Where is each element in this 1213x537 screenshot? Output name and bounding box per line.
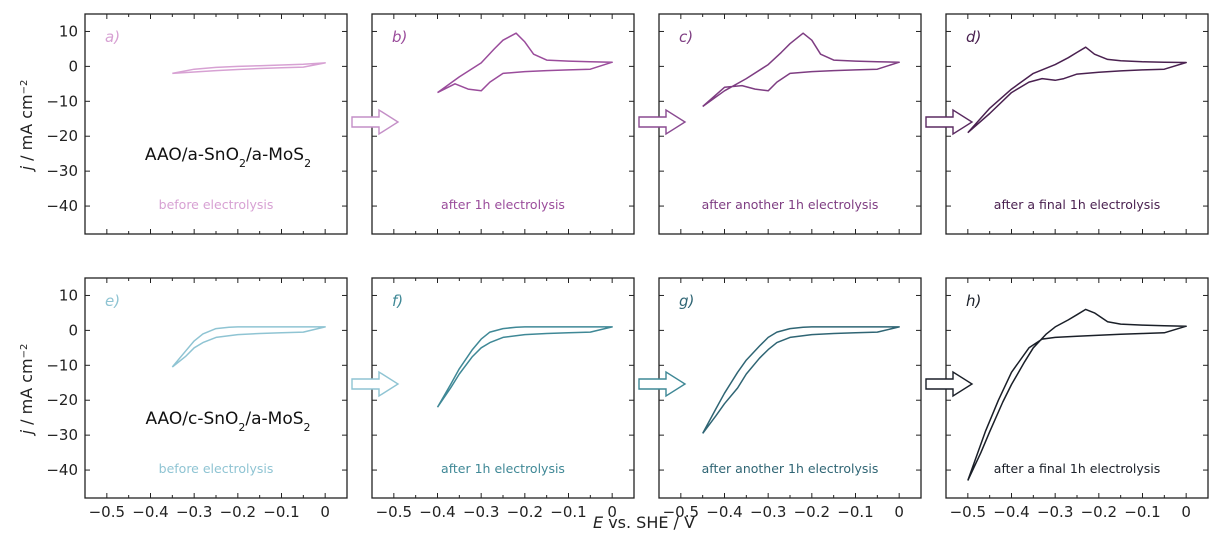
x-axis-label-unit: vs. SHE / V	[603, 513, 695, 532]
transfer-arrow	[925, 108, 974, 136]
x-axis-label-symbol: E	[593, 513, 604, 532]
panel-caption: before electrolysis	[159, 197, 274, 212]
panel-g: −0.5 −0.4 −0.3 −0.2 −0.1 0 g) after another 1h …	[658, 277, 922, 521]
cv-curve	[172, 62, 326, 75]
transfer-arrow	[925, 370, 974, 398]
cv-curve	[702, 326, 900, 434]
y-tick-label: 0	[68, 321, 78, 339]
panel-caption: after a final 1h electrolysis	[994, 461, 1160, 476]
cv-curve	[967, 308, 1187, 481]
transfer-arrow	[638, 370, 687, 398]
x-axis-label: E vs. SHE / V	[593, 513, 695, 532]
sample-label-subscript: 2	[304, 421, 311, 434]
panel-b: b) after 1h electrolysis	[371, 13, 635, 235]
y-tick-label: 0	[68, 57, 78, 75]
sample-label-top: AAO/a-SnO2/a-MoS2	[145, 145, 311, 170]
panel-letter: d)	[966, 28, 981, 46]
transfer-arrow	[638, 108, 687, 136]
panel-caption: after a final 1h electrolysis	[994, 197, 1160, 212]
sample-label-subscript: 2	[304, 157, 311, 170]
sample-label-part: /a-MoS	[246, 145, 304, 165]
y-axis-label-unit: / mA cm	[17, 358, 36, 430]
x-tick-label: −0.2	[220, 503, 256, 521]
y-tick-label: 10	[59, 22, 78, 40]
transfer-arrow	[351, 370, 400, 398]
cv-curve	[171, 326, 326, 368]
x-tick-label: −0.4	[993, 503, 1029, 521]
panel-letter: f)	[392, 292, 403, 310]
y-axis-label-unit: / mA cm	[17, 94, 36, 166]
panel-caption: after 1h electrolysis	[441, 461, 565, 476]
panel-h: −0.5 −0.4 −0.3 −0.2 −0.1 0 h) after a final 1h …	[945, 277, 1209, 521]
sample-label-part: AAO/a-SnO	[145, 145, 239, 165]
panel-a: 10 0 −10 −20 −30 −40 a) before electrolysis	[46, 13, 348, 235]
y-axis-label-symbol: j	[17, 165, 36, 172]
y-axis-label-symbol: j	[17, 429, 36, 436]
x-tick-label: −0.2	[1081, 503, 1117, 521]
panel-caption: after another 1h electrolysis	[702, 461, 879, 476]
y-tick-label: −10	[46, 356, 78, 374]
x-tick-label: −0.3	[463, 503, 499, 521]
sample-label-part: AAO/c-SnO	[145, 409, 238, 429]
x-tick-label: −0.4	[706, 503, 742, 521]
x-tick-label: 0	[1181, 503, 1191, 521]
cv-curve	[967, 46, 1187, 134]
x-tick-label: −0.3	[176, 503, 212, 521]
panel-letter: b)	[392, 28, 407, 46]
y-axis-label-exponent: −2	[19, 344, 30, 359]
x-tick-label: −0.3	[1037, 503, 1073, 521]
y-tick-label: −20	[46, 391, 78, 409]
y-axis-label-top: j / mA cm−2	[17, 80, 36, 173]
x-tick-label: −0.5	[376, 503, 412, 521]
x-tick-label: −0.4	[419, 503, 455, 521]
x-tick-label: 0	[320, 503, 330, 521]
sample-label-part: /a-MoS	[245, 409, 303, 429]
y-axis-label-bottom: j / mA cm−2	[17, 344, 36, 437]
panel-d: d) after a final 1h electrolysis	[945, 13, 1209, 235]
y-tick-label: −30	[46, 162, 78, 180]
x-tick-label: −0.1	[1124, 503, 1160, 521]
x-tick-label: −0.3	[750, 503, 786, 521]
panel-c: c) after another 1h electrolysis	[658, 13, 922, 235]
sample-label-subscript: 2	[238, 421, 245, 434]
y-tick-label: 10	[59, 286, 78, 304]
y-tick-label: −20	[46, 127, 78, 145]
y-tick-label: −30	[46, 426, 78, 444]
panel-caption: before electrolysis	[159, 461, 274, 476]
y-tick-label: −40	[46, 197, 78, 215]
panel-f: −0.5 −0.4 −0.3 −0.2 −0.1 0 f) after 1h electrol…	[371, 277, 635, 521]
cv-curve	[436, 326, 613, 408]
sample-label-subscript: 2	[239, 157, 246, 170]
panel-letter: g)	[679, 292, 694, 310]
x-tick-label: −0.1	[550, 503, 586, 521]
x-tick-label: 0	[894, 503, 904, 521]
cv-curve	[437, 32, 613, 94]
x-tick-label: −0.2	[794, 503, 830, 521]
x-tick-label: −0.1	[837, 503, 873, 521]
x-tick-label: −0.2	[507, 503, 543, 521]
panel-letter: e)	[105, 292, 120, 310]
y-tick-label: −40	[46, 461, 78, 479]
x-tick-label: 0	[607, 503, 617, 521]
panel-letter: a)	[105, 28, 120, 46]
transfer-arrow	[351, 108, 400, 136]
panel-caption: after another 1h electrolysis	[702, 197, 879, 212]
y-tick-label: −10	[46, 92, 78, 110]
x-tick-label: −0.1	[263, 503, 299, 521]
y-axis-label-exponent: −2	[19, 80, 30, 95]
panel-letter: c)	[679, 28, 693, 46]
sample-label-bottom: AAO/c-SnO2/a-MoS2	[145, 409, 310, 434]
x-tick-label: −0.4	[132, 503, 168, 521]
panel-caption: after 1h electrolysis	[441, 197, 565, 212]
x-tick-label: −0.5	[663, 503, 699, 521]
cv-curve	[702, 32, 900, 108]
x-tick-label: −0.5	[89, 503, 125, 521]
panel-letter: h)	[966, 292, 981, 310]
x-tick-label: −0.5	[950, 503, 986, 521]
panel-e: 10 0 −10 −20 −30 −40 −0.5 −0.4 −0.3 −0.2 −0.1 0 e) be…	[46, 277, 348, 521]
